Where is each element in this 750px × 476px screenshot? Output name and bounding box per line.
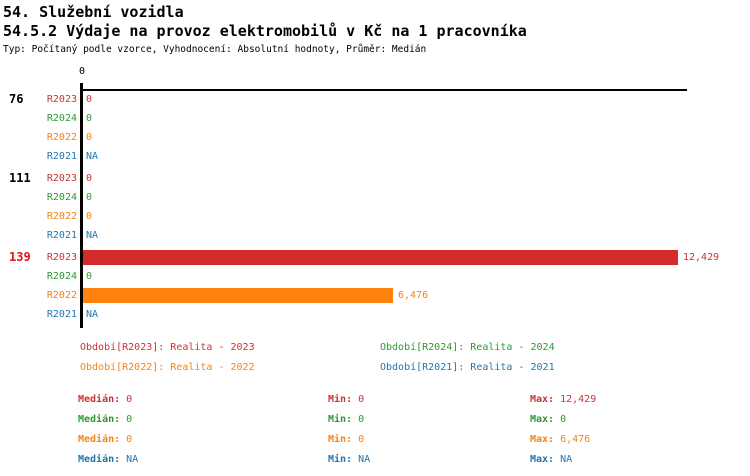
period-label-r2021: R2021 — [46, 230, 77, 241]
max-stat-label: Max: — [530, 454, 555, 465]
min-stat-r2023: Min: 0 — [328, 393, 364, 406]
median-stat-label: Medián: — [78, 394, 121, 405]
bar-r2023 — [83, 250, 678, 265]
value-label: 0 — [86, 192, 93, 203]
y-axis-line — [80, 83, 83, 328]
period-label-r2023: R2023 — [46, 94, 77, 105]
legend-item-r2022: Období[R2022]: Realita - 2022 — [80, 362, 255, 373]
x-axis-tick-label: 0 — [78, 66, 86, 77]
max-stat-label: Max: — [530, 394, 555, 405]
max-stat-r2023: Max: 12,429 — [530, 393, 596, 406]
min-stat-r2022: Min: 0 — [328, 433, 364, 446]
median-stat-r2024: Medián: 0 — [78, 413, 132, 426]
report-section-title: 54. Služební vozidla — [3, 3, 184, 21]
value-label: NA — [86, 151, 99, 162]
x-axis-line — [81, 89, 687, 91]
report-indicator-title: 54.5.2 Výdaje na provoz elektromobilů v … — [3, 22, 527, 40]
median-stat-r2022: Medián: 0 — [78, 433, 132, 446]
median-stat-r2023: Medián: 0 — [78, 393, 132, 406]
group-label: 139 — [9, 250, 31, 264]
median-stat-label: Medián: — [78, 454, 121, 465]
min-stat-label: Min: — [328, 394, 353, 405]
max-stat-value: 0 — [560, 414, 567, 425]
min-stat-label: Min: — [328, 434, 353, 445]
value-label: 0 — [86, 94, 93, 105]
legend-item-r2021: Období[R2021]: Realita - 2021 — [380, 362, 555, 373]
period-label-r2022: R2022 — [46, 211, 77, 222]
min-stat-label: Min: — [328, 414, 353, 425]
min-stat-value: NA — [358, 454, 371, 465]
median-stat-label: Medián: — [78, 414, 121, 425]
value-label: 0 — [86, 271, 93, 282]
median-stat-value: NA — [126, 454, 139, 465]
max-stat-value: 12,429 — [560, 394, 597, 405]
median-stat-value: 0 — [126, 394, 133, 405]
value-label: NA — [86, 230, 99, 241]
group-label: 76 — [9, 92, 24, 106]
period-label-r2021: R2021 — [46, 309, 77, 320]
value-label: 6,476 — [398, 290, 429, 301]
value-label: 0 — [86, 211, 93, 222]
median-stat-value: 0 — [126, 414, 133, 425]
median-stat-label: Medián: — [78, 434, 121, 445]
group-label: 111 — [9, 171, 31, 185]
max-stat-r2024: Max: 0 — [530, 413, 566, 426]
bar-r2022 — [83, 288, 393, 303]
bar-chart: 0 76 R2023 0 R2024 0 R2022 0 R2021 NA 111 R2023 0 R2… — [9, 66, 720, 328]
max-stat-label: Max: — [530, 434, 555, 445]
min-stat-label: Min: — [328, 454, 353, 465]
min-stat-value: 0 — [358, 434, 365, 445]
min-stat-value: 0 — [358, 414, 365, 425]
value-label: 0 — [86, 173, 93, 184]
value-label: 0 — [86, 132, 93, 143]
max-stat-value: 6,476 — [560, 434, 591, 445]
max-stat-r2021: Max: NA — [530, 453, 572, 466]
median-stat-r2021: Medián: NA — [78, 453, 138, 466]
period-label-r2024: R2024 — [46, 113, 77, 124]
period-label-r2024: R2024 — [46, 192, 77, 203]
period-label-r2021: R2021 — [46, 151, 77, 162]
min-stat-value: 0 — [358, 394, 365, 405]
period-label-r2023: R2023 — [46, 252, 77, 263]
period-label-r2022: R2022 — [46, 290, 77, 301]
period-label-r2023: R2023 — [46, 173, 77, 184]
max-stat-value: NA — [560, 454, 573, 465]
max-stat-label: Max: — [530, 414, 555, 425]
legend-item-r2024: Období[R2024]: Realita - 2024 — [380, 342, 555, 353]
value-label: 12,429 — [683, 252, 720, 263]
min-stat-r2024: Min: 0 — [328, 413, 364, 426]
value-label: 0 — [86, 113, 93, 124]
median-stat-value: 0 — [126, 434, 133, 445]
legend-item-r2023: Období[R2023]: Realita - 2023 — [80, 342, 255, 353]
period-label-r2022: R2022 — [46, 132, 77, 143]
max-stat-r2022: Max: 6,476 — [530, 433, 590, 446]
value-label: NA — [86, 309, 99, 320]
min-stat-r2021: Min: NA — [328, 453, 370, 466]
period-label-r2024: R2024 — [46, 271, 77, 282]
report-subtitle: Typ: Počítaný podle vzorce, Vyhodnocení:… — [3, 44, 427, 55]
